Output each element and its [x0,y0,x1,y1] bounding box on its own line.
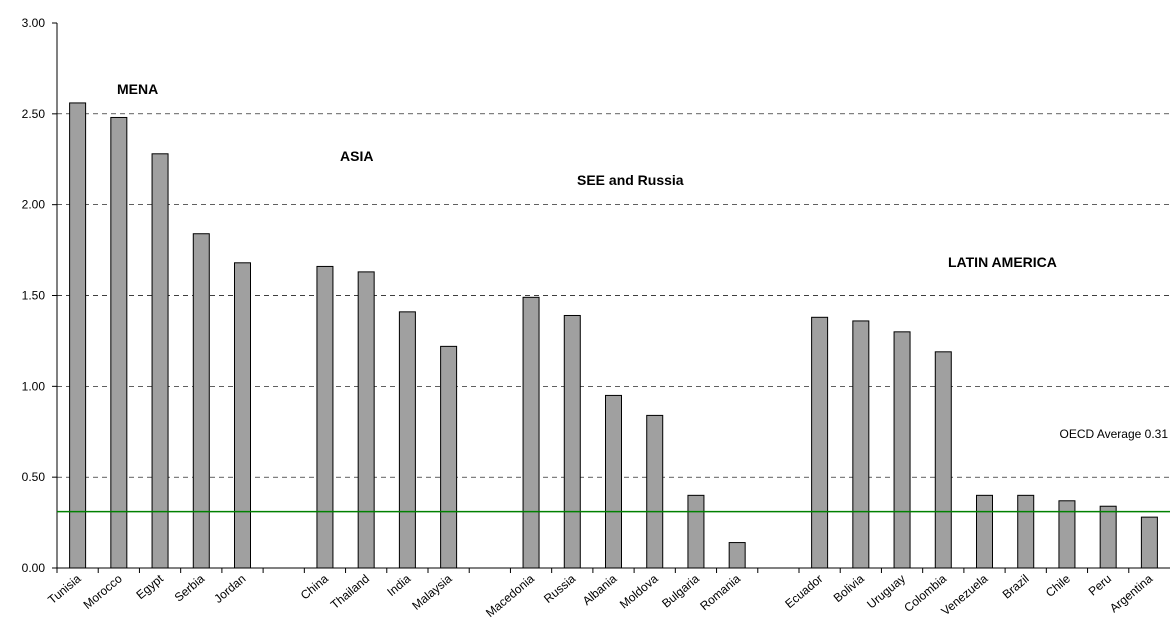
x-tick-label: India [384,571,413,599]
y-tick-label: 1.00 [22,379,46,393]
group-label: SEE and Russia [577,172,684,188]
x-tick-label: Thailand [328,572,372,612]
bar [234,262,251,569]
bar [646,414,664,569]
y-tick-label: 0.50 [22,470,46,484]
x-tick-label: Brazil [1000,572,1032,602]
bar [192,233,210,569]
x-tick-label: Malaysia [409,571,455,612]
x-tick-label: Moldova [617,571,661,611]
x-tick-label: Albania [580,571,620,608]
x-tick-label: Egypt [133,571,166,602]
bar [440,345,458,569]
x-tick-label: China [298,571,331,602]
y-tick-label: 2.00 [22,198,46,212]
bar [687,494,705,569]
x-tick-label: Russia [541,571,578,606]
bar [522,296,540,569]
bar [605,394,622,569]
x-tick-label: Venezuela [938,571,990,618]
bar [893,331,911,569]
group-label: ASIA [340,148,373,164]
bar [69,102,87,569]
bar [316,265,334,569]
bar [1058,500,1076,569]
y-tick-label: 0.00 [22,561,46,575]
bar [1017,494,1035,569]
bar [1099,505,1117,569]
bar [1140,516,1158,569]
x-tick-label: Bulgaria [659,571,702,610]
bar [110,116,128,569]
x-tick-label: Morocco [81,571,125,612]
x-tick-label: Chile [1043,571,1073,600]
y-tick-label: 1.50 [22,289,46,303]
bar [852,320,870,569]
x-tick-label: Tunisia [45,571,84,607]
bar [151,153,169,569]
x-tick-label: Romania [697,571,743,613]
bar [976,494,993,569]
bar [357,271,375,569]
x-tick-label: Peru [1086,572,1114,599]
x-tick-label: Serbia [172,571,208,604]
x-tick-label: Jordan [211,572,248,606]
bar [728,542,746,569]
bar [811,316,829,569]
x-tick-label: Macedonia [483,571,537,620]
y-tick-label: 2.50 [22,107,46,121]
bar [563,314,581,569]
group-label: LATIN AMERICA [948,254,1057,270]
reference-label: OECD Average 0.31 [1059,427,1168,441]
bar [934,351,952,569]
group-label: MENA [117,81,158,97]
bar [398,311,416,569]
y-tick-label: 3.00 [22,16,46,30]
x-tick-label: Argentina [1107,571,1156,615]
x-tick-label: Ecuador [782,572,825,611]
x-tick-label: Bolivia [831,571,867,605]
